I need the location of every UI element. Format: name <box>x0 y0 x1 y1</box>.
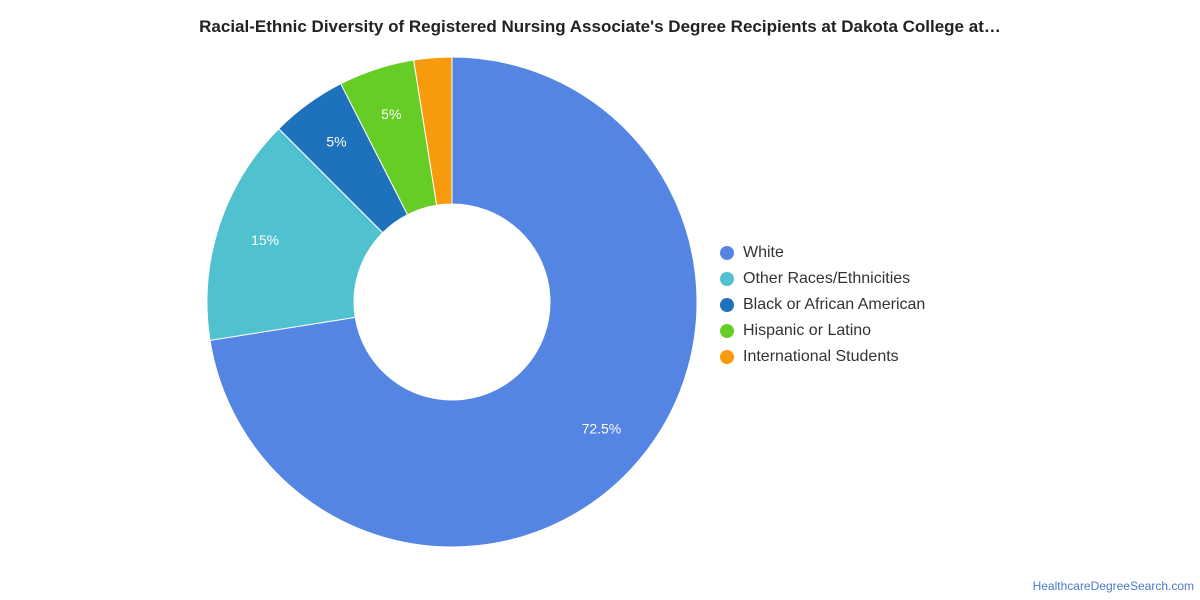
legend-label: Hispanic or Latino <box>743 322 872 339</box>
source-link[interactable]: HealthcareDegreeSearch.com <box>1032 579 1194 593</box>
legend-swatch-icon <box>720 298 734 312</box>
chart-title: Racial-Ethnic Diversity of Registered Nu… <box>199 17 1001 36</box>
slice-other-races-ethnicities[interactable] <box>206 128 384 341</box>
legend-swatch-icon <box>720 324 734 338</box>
legend-item-hispanic[interactable]: Hispanic or Latino <box>720 318 925 344</box>
legend-item-white[interactable]: White <box>720 240 925 266</box>
data-label: 5% <box>326 134 346 150</box>
legend-swatch-icon <box>720 350 734 364</box>
data-label: 15% <box>251 232 279 248</box>
legend-label: Black or African American <box>743 296 926 313</box>
legend-label: Other Races/Ethnicities <box>743 270 911 287</box>
legend-label: White <box>743 244 784 261</box>
legend-label: International Students <box>743 348 899 365</box>
legend-swatch-icon <box>720 246 734 260</box>
data-label: 72.5% <box>582 420 622 436</box>
legend-item-other-races[interactable]: Other Races/Ethnicities <box>720 266 925 292</box>
legend-item-black[interactable]: Black or African American <box>720 292 925 318</box>
slice-international-students[interactable] <box>413 56 453 206</box>
legend: White Other Races/Ethnicities Black or A… <box>720 240 925 370</box>
slice-white[interactable] <box>209 56 698 548</box>
data-label: 5% <box>381 106 401 122</box>
legend-swatch-icon <box>720 272 734 286</box>
legend-item-international[interactable]: International Students <box>720 344 925 370</box>
